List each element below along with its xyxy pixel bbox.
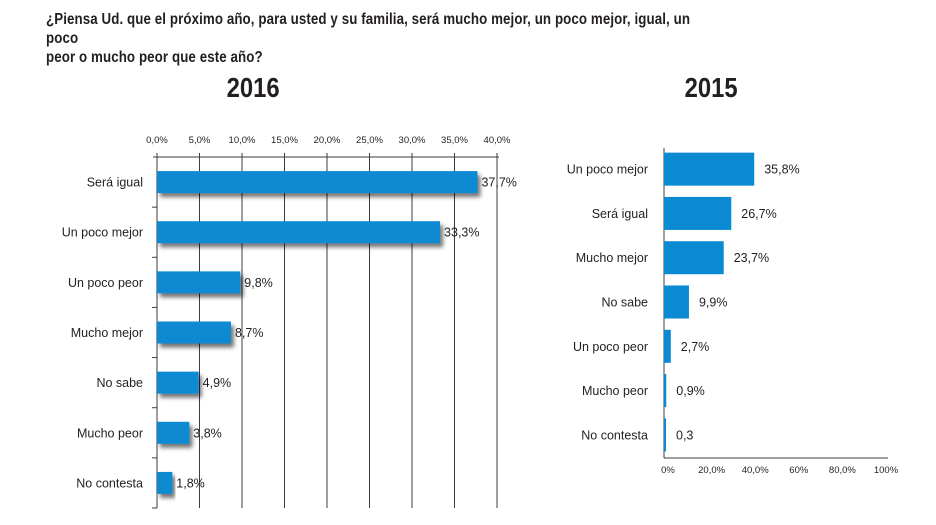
category-label-2016: No contesta [76, 476, 143, 490]
category-label-2015: Mucho peor [582, 384, 648, 398]
x-tick-label-2015: 80,0% [829, 465, 856, 476]
category-label-2016: Será igual [87, 176, 143, 190]
chart-title-2016: 2016 [226, 72, 280, 103]
x-tick-label-2016: 25,0% [356, 135, 383, 146]
category-label-2015: Un poco peor [573, 340, 648, 354]
x-tick-label-2015: 60% [789, 465, 809, 476]
bar-2016-no-contesta [157, 471, 173, 494]
bar-2016-mucho-peor [157, 421, 190, 444]
x-tick-label-2016: 35,0% [441, 135, 468, 146]
x-tick-label-2016: 5,0% [189, 135, 211, 146]
category-label-2016: No sabe [96, 376, 143, 390]
value-label-2016: 37,7% [481, 176, 516, 190]
category-label-2016: Mucho mejor [71, 326, 143, 340]
value-label-2015: 23,7% [734, 251, 769, 265]
question-line-2: peor o mucho peor que este año? [46, 49, 263, 66]
bar-2016-mucho-mejor [157, 321, 231, 344]
x-tick-label-2015: 40,0% [742, 465, 769, 476]
x-tick-label-2016: 30,0% [399, 135, 426, 146]
x-tick-label-2016: 10,0% [229, 135, 256, 146]
x-tick-label-2015: 100% [874, 465, 899, 476]
value-label-2015: 35,8% [764, 163, 799, 177]
value-label-2016: 9,8% [244, 276, 272, 290]
value-label-2015: 9,9% [699, 296, 728, 310]
bar-2015-no-contesta [664, 418, 666, 452]
x-tick-label-2015: 20,0% [698, 465, 725, 476]
value-label-2015: 2,7% [681, 340, 710, 354]
chart-title-2015: 2015 [684, 72, 738, 103]
value-label-2015: 0,3 [676, 428, 693, 442]
question-line-1: ¿Piensa Ud. que el próximo año, para ust… [46, 11, 691, 47]
category-label-2015: Será igual [592, 207, 648, 221]
value-label-2016: 3,8% [193, 426, 222, 440]
x-tick-label-2016: 40,0% [484, 135, 511, 146]
category-label-2015: No contesta [581, 428, 648, 442]
category-label-2016: Un poco mejor [62, 226, 143, 240]
category-label-2015: Un poco mejor [567, 163, 648, 177]
category-label-2016: Un poco peor [68, 276, 143, 290]
value-label-2015: 0,9% [676, 384, 705, 398]
bar-2015-no-sabe [664, 285, 689, 319]
x-tick-label-2016: 20,0% [314, 135, 341, 146]
x-tick-label-2015: 0% [661, 465, 675, 476]
bar-2015-un-poco-mejor [664, 152, 755, 186]
bar-2016-un-poco-peor [157, 271, 241, 294]
bar-2015-mucho-peor [664, 374, 667, 408]
value-label-2016: 8,7% [235, 326, 264, 340]
x-tick-label-2016: 15,0% [271, 135, 298, 146]
category-label-2015: Mucho mejor [576, 251, 648, 265]
bar-2016-no-sabe [157, 371, 199, 394]
value-label-2016: 33,3% [444, 226, 479, 240]
question-title: ¿Piensa Ud. que el próximo año, para ust… [46, 10, 700, 67]
value-label-2016: 4,9% [203, 376, 232, 390]
value-label-2015: 26,7% [741, 207, 776, 221]
bar-2015-un-poco-peor [664, 329, 671, 363]
bar-2015-mucho-mejor [664, 241, 724, 275]
category-label-2015: No sabe [601, 296, 648, 310]
x-tick-label-2016: 0,0% [146, 135, 168, 146]
value-label-2016: 1,8% [176, 476, 205, 490]
category-label-2016: Mucho peor [77, 426, 143, 440]
bar-2016-un-poco-mejor [157, 221, 441, 244]
bar-2016-sera-igual [157, 171, 478, 194]
bar-2015-sera-igual [664, 196, 732, 230]
